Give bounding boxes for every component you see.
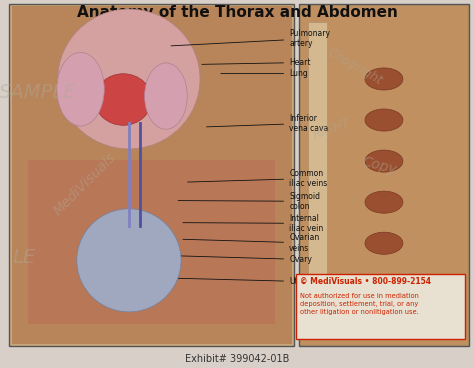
Ellipse shape (365, 232, 403, 254)
Bar (308, 22, 327, 328)
Text: Sigmoid
colon: Sigmoid colon (178, 192, 320, 211)
Ellipse shape (95, 74, 152, 125)
Text: © MediVisuals • 800-899-2154: © MediVisuals • 800-899-2154 (300, 277, 430, 286)
Bar (12, 6, 292, 344)
Ellipse shape (365, 150, 403, 172)
Bar (299, 4, 469, 346)
Bar (301, 6, 467, 344)
Text: Inferior
vena cava: Inferior vena cava (207, 114, 328, 133)
Text: Pulmonary
artery: Pulmonary artery (171, 29, 330, 48)
Text: Not authorized for use in mediation
deposition, settlement, trial, or any
other : Not authorized for use in mediation depo… (300, 293, 419, 315)
Text: Copy: Copy (360, 154, 398, 177)
Text: Lung: Lung (221, 69, 308, 78)
Ellipse shape (77, 209, 181, 312)
Text: SAMPLE: SAMPLE (0, 82, 77, 102)
Text: Ovary: Ovary (178, 255, 312, 264)
Bar (296, 274, 465, 339)
Text: Uterus: Uterus (164, 277, 315, 286)
Ellipse shape (365, 109, 403, 131)
Bar (28, 160, 275, 324)
Text: Anatomy of the Thorax and Abdomen: Anatomy of the Thorax and Abdomen (77, 6, 397, 20)
Text: Internal
iliac vein: Internal iliac vein (183, 214, 323, 233)
Text: Copyright: Copyright (326, 45, 385, 87)
Ellipse shape (58, 9, 200, 149)
Ellipse shape (365, 191, 403, 213)
Text: Exhibit# 399042-01B: Exhibit# 399042-01B (185, 354, 289, 364)
Text: MediVisuals: MediVisuals (51, 150, 119, 218)
Text: RIGHT: RIGHT (311, 116, 352, 142)
Text: LE: LE (12, 248, 36, 267)
Ellipse shape (145, 63, 187, 129)
Text: Heart: Heart (202, 58, 310, 67)
Text: Ovarian
veins: Ovarian veins (183, 233, 319, 252)
Text: Common
iliac veins: Common iliac veins (188, 169, 328, 188)
Ellipse shape (365, 68, 403, 90)
Bar (9, 4, 294, 346)
Ellipse shape (57, 52, 104, 126)
